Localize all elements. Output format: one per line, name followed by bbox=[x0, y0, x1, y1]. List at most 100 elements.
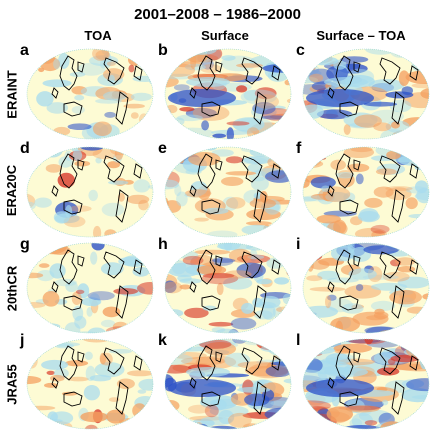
anomaly-blob bbox=[129, 336, 138, 348]
anomaly-blob bbox=[109, 349, 132, 354]
anomaly-blob bbox=[183, 256, 204, 265]
anomaly-blob bbox=[207, 231, 237, 240]
anomaly-blob bbox=[76, 290, 85, 294]
anomaly-blob bbox=[88, 291, 115, 300]
anomaly-blob bbox=[41, 360, 68, 370]
anomaly-blob bbox=[139, 340, 158, 345]
anomaly-blob bbox=[149, 77, 157, 85]
globe-map bbox=[300, 240, 432, 336]
anomaly-blob bbox=[74, 95, 84, 101]
anomaly-blob bbox=[358, 211, 380, 222]
panel-letter: d bbox=[20, 140, 30, 158]
anomaly-blob bbox=[421, 252, 435, 264]
panel-letter: f bbox=[296, 140, 301, 158]
anomaly-blob bbox=[84, 385, 100, 400]
anomaly-blob bbox=[177, 275, 192, 282]
anomaly-blob bbox=[301, 133, 310, 141]
anomaly-blob bbox=[90, 375, 112, 382]
anomaly-blob bbox=[46, 164, 62, 173]
anomaly-blob bbox=[330, 239, 337, 245]
anomaly-blob bbox=[322, 132, 330, 144]
anomaly-blob bbox=[407, 307, 427, 314]
anomaly-blob bbox=[283, 294, 292, 305]
anomaly-blob bbox=[133, 179, 150, 192]
anomaly-blob bbox=[309, 48, 316, 62]
anomaly-blob bbox=[231, 318, 257, 330]
anomaly-blob bbox=[276, 125, 292, 138]
anomaly-blob bbox=[129, 65, 135, 73]
anomaly-blob bbox=[209, 322, 234, 327]
anomaly-blob bbox=[23, 202, 36, 210]
map-panel-l: l bbox=[300, 336, 432, 432]
anomaly-blob bbox=[161, 400, 179, 412]
anomaly-blob bbox=[85, 352, 93, 360]
column-header-surface: Surface bbox=[160, 28, 290, 43]
anomaly-blob bbox=[55, 279, 77, 287]
map-panel-d: d bbox=[24, 144, 156, 240]
anomaly-blob bbox=[301, 317, 318, 329]
anomaly-blob bbox=[261, 115, 288, 119]
anomaly-blob bbox=[194, 218, 209, 222]
anomaly-blob bbox=[166, 228, 185, 237]
anomaly-blob bbox=[255, 94, 279, 108]
globe-map bbox=[300, 144, 432, 240]
anomaly-blob bbox=[241, 338, 269, 342]
anomaly-blob bbox=[246, 330, 276, 335]
anomaly-blob bbox=[263, 49, 289, 56]
anomaly-blob bbox=[236, 85, 247, 92]
anomaly-blob bbox=[417, 419, 429, 427]
panel-letter: h bbox=[158, 236, 168, 254]
anomaly-blob bbox=[366, 315, 386, 320]
anomaly-blob bbox=[374, 187, 394, 198]
anomaly-blob bbox=[165, 324, 192, 335]
anomaly-blob bbox=[293, 419, 328, 424]
anomaly-blob bbox=[101, 262, 124, 275]
anomaly-blob bbox=[417, 47, 435, 53]
anomaly-blob bbox=[398, 50, 421, 57]
anomaly-blob bbox=[72, 306, 83, 321]
anomaly-blob bbox=[39, 238, 67, 254]
anomaly-blob bbox=[26, 416, 49, 425]
anomaly-blob bbox=[302, 420, 334, 428]
anomaly-blob bbox=[212, 134, 226, 138]
anomaly-blob bbox=[39, 263, 50, 268]
panel-letter: k bbox=[158, 332, 167, 350]
anomaly-blob bbox=[139, 113, 149, 126]
subtropical-band bbox=[324, 367, 368, 377]
anomaly-blob bbox=[382, 400, 388, 406]
anomaly-blob bbox=[131, 112, 139, 119]
anomaly-blob bbox=[50, 375, 65, 382]
anomaly-blob bbox=[138, 200, 149, 211]
panel-letter: a bbox=[20, 42, 29, 60]
anomaly-blob bbox=[88, 190, 98, 201]
anomaly-blob bbox=[413, 155, 424, 164]
subtropical-band bbox=[324, 77, 368, 87]
anomaly-blob bbox=[413, 316, 435, 330]
anomaly-blob bbox=[395, 257, 415, 266]
anomaly-blob bbox=[265, 322, 291, 331]
anomaly-blob bbox=[265, 408, 305, 422]
anomaly-blob bbox=[227, 127, 234, 142]
anomaly-blob bbox=[108, 181, 128, 185]
anomaly-blob bbox=[177, 148, 185, 163]
anomaly-blob bbox=[365, 420, 377, 425]
panel-letter: e bbox=[158, 140, 167, 158]
subtropical-band bbox=[186, 77, 230, 87]
anomaly-blob bbox=[301, 105, 324, 119]
anomaly-blob bbox=[332, 243, 354, 248]
anomaly-blob bbox=[347, 164, 370, 173]
anomaly-blob bbox=[218, 238, 241, 250]
anomaly-blob bbox=[246, 244, 265, 251]
anomaly-blob bbox=[325, 296, 331, 309]
anomaly-blob bbox=[415, 164, 424, 170]
anomaly-blob bbox=[302, 221, 309, 231]
column-header-toa: TOA bbox=[33, 28, 163, 43]
anomaly-blob bbox=[373, 122, 391, 131]
anomaly-blob bbox=[174, 84, 190, 91]
anomaly-blob bbox=[377, 368, 399, 376]
anomaly-blob bbox=[199, 340, 231, 349]
panel-letter: c bbox=[296, 42, 305, 60]
anomaly-blob bbox=[241, 146, 258, 152]
globe-map bbox=[24, 240, 156, 336]
anomaly-blob bbox=[356, 174, 364, 185]
